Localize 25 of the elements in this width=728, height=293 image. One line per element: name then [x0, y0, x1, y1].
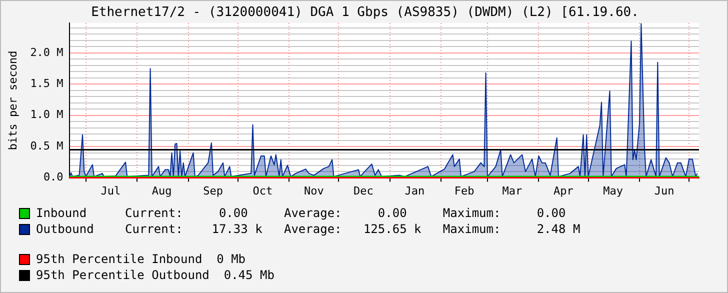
y-tick-label: 2.0 M	[30, 46, 64, 59]
x-tick-label: Jun	[654, 184, 674, 198]
x-tick-label: Dec	[354, 184, 374, 198]
x-tick-label: Nov	[304, 184, 324, 198]
y-tick-label: 1.0 M	[30, 108, 64, 122]
x-tick-label: May	[603, 184, 624, 198]
legend-label: 95th Percentile Outbound 0.45 Mb	[36, 268, 274, 282]
chart-title: Ethernet17/2 - (3120000041) DGA 1 Gbps (AS9835) (DWDM) (L2) [61.19.60.	[90, 5, 640, 20]
y-axis-title: bits per second	[6, 50, 20, 150]
x-tick-label: Feb	[454, 184, 474, 198]
text: Current: 0.00 Average: 0.00 Maximum: 0.00	[125, 206, 566, 220]
x-tick-label: Jul	[100, 184, 121, 198]
x-tick-label: Apr	[554, 184, 574, 198]
x-tick-label: Mar	[502, 184, 523, 198]
y-tick-label: 1.5 M	[30, 77, 64, 90]
legend-label: Outbound	[36, 222, 95, 236]
legend-label: 95th Percentile Inbound 0 Mb	[36, 252, 246, 266]
x-tick-label: Sep	[203, 184, 224, 198]
x-tick-label: Jan	[404, 184, 425, 198]
y-tick-label: 0.0	[43, 170, 64, 184]
x-tick-label: Aug	[152, 184, 172, 198]
y-tick-label: 0.5 M	[30, 139, 64, 152]
x-tick-label: Oct	[252, 184, 273, 198]
text: Current: 17.33 k Average: 125.65 k Maximum: 2.48 M	[125, 222, 580, 236]
legend-label: Inbound	[36, 206, 88, 220]
